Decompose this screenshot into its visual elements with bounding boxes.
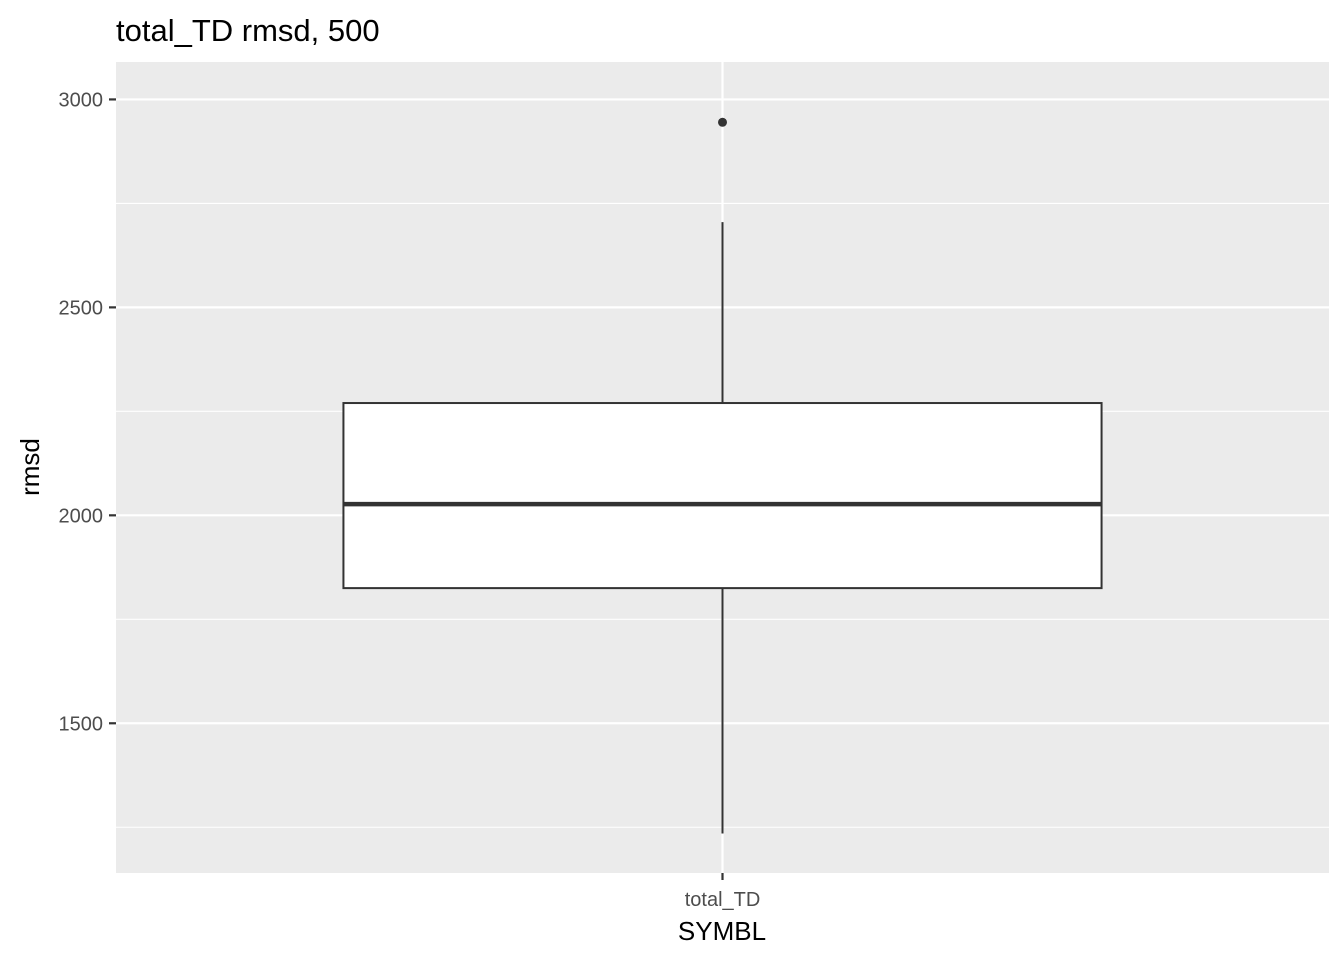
chart-title: total_TD rmsd, 500 (116, 13, 380, 48)
boxplot-marks (342, 117, 1103, 834)
y-axis-title: rmsd (15, 438, 45, 496)
x-axis-title: SYMBL (678, 916, 766, 946)
x-tick-label: total_TD (685, 889, 761, 911)
y-tick-label: 1500 (59, 713, 104, 735)
y-tick-label: 2000 (59, 505, 104, 527)
y-axis-ticks: 1500 2000 2500 3000 (59, 89, 116, 735)
y-tick-label: 2500 (59, 297, 104, 319)
y-tick-label: 3000 (59, 89, 104, 111)
box (342, 402, 1103, 590)
x-axis-ticks: total_TD (685, 873, 761, 911)
outlier-point (718, 117, 727, 127)
